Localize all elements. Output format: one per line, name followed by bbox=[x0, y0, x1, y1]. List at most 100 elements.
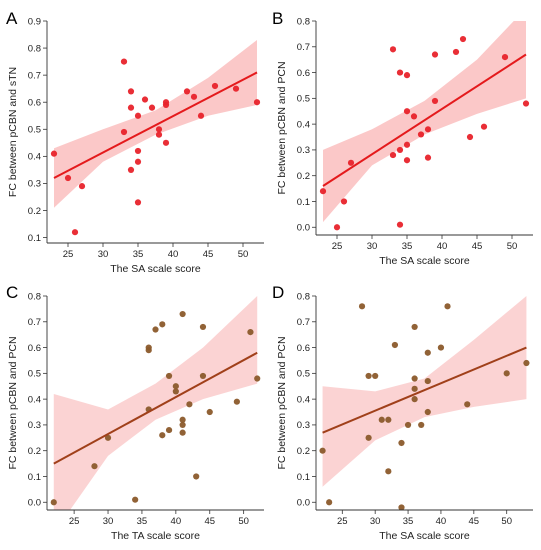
data-point bbox=[319, 188, 327, 195]
y-tick-label: 0.1 bbox=[28, 472, 41, 483]
data-point bbox=[340, 198, 348, 205]
x-tick-label: 50 bbox=[507, 241, 518, 252]
y-tick-label: 0.7 bbox=[297, 317, 310, 328]
data-point bbox=[155, 126, 163, 133]
y-tick-label: 0.1 bbox=[297, 472, 310, 483]
data-point bbox=[127, 166, 135, 174]
data-point bbox=[444, 303, 451, 310]
panel-b: 25 30 35 40 45 50 0.0 0.1 0.2 0.3 0.4 0.5 0.6 0.7 0.8 T… bbox=[272, 9, 533, 267]
data-point bbox=[411, 396, 418, 403]
data-point bbox=[391, 341, 399, 349]
data-point bbox=[197, 112, 205, 119]
x-tick-label: 45 bbox=[469, 516, 480, 527]
panel-letter: A bbox=[6, 9, 18, 28]
y-tick-label: 0.8 bbox=[297, 16, 310, 27]
x-tick-label: 30 bbox=[103, 516, 114, 527]
data-point bbox=[424, 154, 432, 161]
panel-d: 25 30 35 40 45 50 0.0 0.1 0.2 0.3 0.4 0.5 0.6 0.7 0.8 T… bbox=[272, 283, 533, 542]
data-point bbox=[199, 372, 207, 380]
regression-line bbox=[53, 71, 258, 179]
data-point bbox=[148, 104, 156, 111]
x-tick-label: 25 bbox=[63, 249, 74, 260]
data-point bbox=[389, 151, 397, 159]
y-tick-label: 0.3 bbox=[297, 145, 310, 156]
panel-a: 25 30 35 40 45 50 0.1 0.2 0.3 0.4 0.5 0.6 0.7 0.8 0.9 T… bbox=[6, 9, 264, 275]
plot-area bbox=[319, 21, 530, 231]
regression-line bbox=[53, 351, 258, 465]
data-point bbox=[120, 128, 128, 136]
data-point bbox=[233, 398, 240, 405]
data-point bbox=[326, 499, 333, 506]
panel-letter: B bbox=[272, 9, 283, 28]
data-point bbox=[452, 48, 460, 56]
data-point bbox=[396, 69, 404, 76]
x-axis-label: The TA scale score bbox=[111, 530, 200, 542]
data-point bbox=[190, 93, 198, 100]
data-point bbox=[253, 99, 261, 106]
y-tick-label: 0.8 bbox=[28, 291, 41, 302]
y-tick-label: 0.2 bbox=[28, 446, 41, 457]
data-point bbox=[165, 372, 173, 380]
data-point bbox=[254, 375, 261, 382]
confidence-band bbox=[54, 39, 257, 208]
y-tick-label: 0.1 bbox=[297, 197, 310, 208]
data-point bbox=[159, 432, 166, 439]
x-tick-label: 35 bbox=[137, 516, 148, 527]
data-point bbox=[183, 88, 191, 95]
data-point bbox=[424, 408, 431, 416]
data-point bbox=[503, 370, 510, 377]
x-tick-label: 40 bbox=[168, 249, 179, 260]
data-point bbox=[127, 88, 135, 95]
x-tick-label: 45 bbox=[472, 241, 483, 252]
y-axis-label: FC between pCBN and PCN bbox=[7, 336, 19, 469]
data-point bbox=[466, 133, 474, 141]
data-point bbox=[411, 385, 418, 392]
data-point bbox=[385, 468, 392, 475]
data-point bbox=[389, 46, 397, 53]
x-tick-label: 30 bbox=[98, 249, 109, 260]
data-point bbox=[424, 126, 432, 133]
data-point bbox=[319, 447, 326, 454]
plot-area bbox=[50, 39, 261, 236]
y-tick-label: 0.3 bbox=[28, 179, 41, 190]
data-point bbox=[162, 101, 170, 109]
y-axis-label: FC between pCBN and PCN bbox=[276, 336, 288, 469]
x-tick-label: 50 bbox=[238, 516, 249, 527]
data-point bbox=[64, 174, 72, 182]
panel-letter: D bbox=[272, 283, 284, 302]
x-tick-label: 50 bbox=[238, 249, 249, 260]
y-tick-label: 0.4 bbox=[297, 119, 310, 130]
data-point bbox=[179, 310, 186, 318]
y-tick-label: 0.3 bbox=[28, 420, 41, 431]
y-tick-label: 0.4 bbox=[28, 152, 41, 163]
y-tick-label: 0.8 bbox=[28, 43, 41, 54]
data-point bbox=[501, 53, 509, 61]
y-tick-label: 0.6 bbox=[297, 68, 310, 79]
x-tick-label: 25 bbox=[332, 241, 343, 252]
data-point bbox=[71, 229, 79, 236]
data-point bbox=[172, 388, 179, 395]
x-tick-label: 25 bbox=[337, 516, 348, 527]
x-tick-label: 50 bbox=[501, 516, 512, 527]
data-point bbox=[403, 157, 411, 164]
regression-line bbox=[322, 346, 527, 434]
data-point bbox=[403, 141, 411, 148]
y-tick-label: 0.2 bbox=[297, 171, 310, 182]
x-tick-label: 45 bbox=[204, 516, 215, 527]
y-tick-label: 0.8 bbox=[297, 291, 310, 302]
x-tick-label: 40 bbox=[437, 241, 448, 252]
data-point bbox=[179, 429, 186, 436]
y-tick-label: 0.6 bbox=[28, 343, 41, 354]
x-axis-label: The SA scale score bbox=[379, 530, 470, 542]
plot-area bbox=[50, 296, 261, 510]
y-tick-label: 0.2 bbox=[28, 206, 41, 217]
data-point bbox=[155, 131, 163, 138]
data-point bbox=[480, 123, 488, 130]
data-point bbox=[403, 72, 411, 79]
data-point bbox=[365, 434, 372, 441]
data-point bbox=[232, 85, 240, 92]
panel-c: 25 30 35 40 45 50 0.0 0.1 0.2 0.3 0.4 0.5 0.6 0.7 0.8 T… bbox=[6, 283, 264, 542]
data-point bbox=[206, 408, 213, 416]
data-point bbox=[424, 349, 431, 356]
